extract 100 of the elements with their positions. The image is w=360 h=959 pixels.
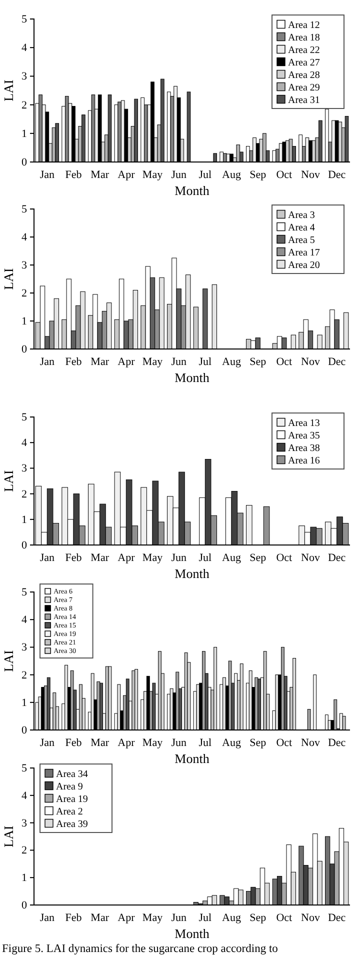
y-axis-title: LAI: [1, 80, 16, 102]
x-tick-label: Apr: [118, 552, 136, 564]
legend-label: Area 16: [288, 455, 320, 466]
x-tick-label: Mar: [90, 356, 110, 368]
legend-label: Area 38: [288, 442, 320, 454]
x-tick-label: Apr: [118, 168, 136, 181]
y-tick-label: 5: [22, 762, 28, 775]
y-tick-label: 0: [22, 900, 28, 912]
x-axis-title: Month: [174, 926, 210, 941]
y-tick-label: 1: [22, 696, 27, 709]
x-tick-label: Feb: [65, 552, 82, 564]
x-tick-label: Jul: [198, 356, 212, 368]
y-tick-label: 1: [22, 316, 27, 328]
x-tick-label: May: [142, 552, 164, 564]
x-tick-label: Aug: [222, 736, 242, 749]
x-tick-label: Mar: [90, 552, 110, 564]
x-tick-label: Oct: [276, 912, 292, 924]
x-tick-label: Oct: [276, 356, 292, 368]
x-tick-label: May: [142, 356, 164, 368]
caption: Figure 5. LAI dynamics for the sugarcane crop according to: [2, 943, 278, 955]
y-tick-label: 4: [22, 42, 28, 54]
y-tick-label: 2: [22, 488, 27, 500]
legend-label: Area 20: [288, 260, 320, 271]
x-tick-label: Nov: [301, 168, 320, 181]
x-tick-label: Oct: [276, 552, 292, 564]
legend-label: Area 12: [288, 20, 320, 31]
legend-label: Area 34: [56, 768, 88, 780]
x-tick-label: Nov: [301, 912, 320, 924]
x-tick-label: May: [142, 912, 164, 924]
x-tick-label: Jun: [171, 356, 187, 368]
y-tick-label: 1: [22, 514, 27, 526]
y-tick-label: 2: [22, 844, 27, 857]
y-tick-label: 3: [22, 817, 28, 830]
x-tick-label: Feb: [65, 356, 82, 368]
x-tick-label: Apr: [118, 736, 136, 749]
y-tick-label: 0: [22, 156, 28, 169]
x-tick-label: Sep: [250, 168, 267, 181]
x-tick-label: Jul: [198, 736, 212, 749]
legend-label: Area 28: [288, 70, 320, 81]
y-axis-title: LAI: [1, 470, 16, 492]
x-tick-label: Mar: [90, 736, 110, 749]
x-tick-label: Jul: [198, 912, 212, 924]
legend-label: Area 29: [288, 82, 320, 94]
y-tick-label: 0: [22, 344, 28, 356]
x-tick-label: Jun: [171, 552, 187, 564]
legend-label: Area 2: [56, 806, 83, 818]
x-tick-label: Aug: [222, 356, 242, 368]
y-tick-label: 4: [22, 232, 28, 244]
x-tick-label: Apr: [118, 912, 136, 924]
x-tick-label: Jan: [40, 736, 55, 749]
legend-label: Area 17: [288, 247, 320, 258]
x-tick-label: Aug: [222, 168, 242, 181]
x-tick-label: Mar: [90, 168, 110, 181]
x-tick-label: Nov: [301, 356, 320, 368]
x-tick-label: Jan: [40, 356, 55, 368]
x-tick-label: Sep: [250, 356, 267, 368]
y-axis-title: LAI: [1, 650, 16, 672]
y-tick-label: 3: [22, 70, 28, 83]
x-tick-label: Feb: [65, 912, 82, 924]
x-tick-label: Aug: [222, 912, 242, 924]
legend-label: Area 35: [288, 430, 320, 442]
legend-label: Area 18: [288, 32, 320, 44]
legend-label: Area 5: [288, 234, 315, 246]
x-axis-title: Month: [174, 370, 210, 385]
x-tick-label: Jul: [198, 552, 212, 564]
x-axis-title: Month: [174, 751, 210, 766]
legend-label: Area 31: [288, 94, 320, 106]
x-tick-label: Oct: [276, 736, 292, 749]
x-tick-label: Sep: [250, 912, 267, 924]
x-tick-label: Aug: [222, 552, 242, 564]
y-tick-label: 2: [22, 288, 27, 300]
x-tick-label: Jan: [40, 912, 55, 924]
x-tick-label: Jan: [40, 168, 55, 181]
y-tick-label: 4: [22, 437, 28, 450]
x-tick-label: Jul: [198, 168, 212, 181]
y-tick-label: 5: [22, 412, 28, 424]
y-tick-label: 1: [22, 872, 27, 884]
x-tick-label: Dec: [328, 736, 346, 749]
y-tick-label: 5: [22, 586, 28, 599]
x-tick-label: May: [142, 736, 164, 749]
legend-label: Area 19: [56, 794, 88, 805]
y-tick-label: 3: [22, 260, 28, 272]
y-tick-label: 5: [22, 14, 28, 26]
y-tick-label: 4: [22, 790, 28, 802]
x-tick-label: Sep: [250, 736, 267, 749]
x-tick-label: Sep: [250, 552, 267, 564]
y-tick-label: 3: [22, 462, 28, 475]
x-tick-label: Nov: [301, 736, 320, 749]
x-tick-label: Dec: [328, 912, 346, 924]
x-tick-label: Nov: [301, 552, 320, 564]
legend-label: Area 9: [56, 781, 83, 792]
x-tick-label: May: [142, 168, 164, 181]
x-tick-label: Dec: [328, 168, 346, 181]
x-tick-label: Jun: [171, 168, 187, 181]
y-tick-label: 2: [22, 669, 27, 682]
x-tick-label: Jan: [40, 552, 55, 564]
y-axis-title: LAI: [1, 268, 16, 290]
x-tick-label: Dec: [328, 356, 346, 368]
x-tick-label: Apr: [118, 356, 136, 368]
legend-label: Area 39: [56, 818, 88, 830]
